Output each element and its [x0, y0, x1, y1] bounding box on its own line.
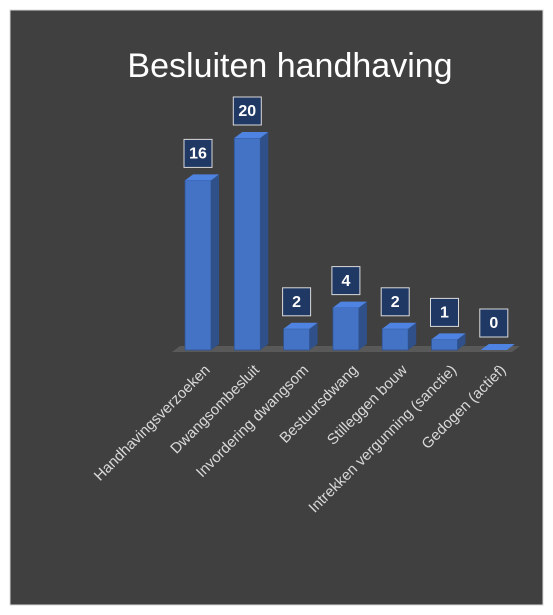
data-label-box: [430, 297, 459, 327]
data-label-box: [183, 138, 213, 168]
data-label: 2: [292, 294, 301, 311]
bar-top: [234, 132, 269, 138]
bar: [480, 344, 515, 350]
data-label: 0: [489, 315, 498, 332]
bar: [283, 322, 318, 351]
data-label-box: [282, 287, 312, 317]
bar-side: [211, 174, 219, 350]
data-label-box: [331, 266, 361, 296]
bar-top: [480, 344, 515, 350]
data-label: 16: [189, 146, 207, 163]
bar: [381, 322, 417, 351]
bar-front: [431, 338, 458, 351]
bar: [332, 301, 367, 351]
bar-side: [358, 301, 367, 350]
bar-side: [309, 322, 318, 350]
data-label-box: [232, 96, 262, 126]
bar-front: [381, 328, 409, 351]
data-label-box: [479, 308, 509, 338]
bar-top: [185, 174, 219, 181]
bar-top: [431, 333, 466, 340]
chart-title: Besluiten handhaving: [127, 47, 452, 85]
bar: [431, 333, 466, 351]
bar-top: [382, 322, 417, 329]
data-label: 1: [440, 305, 449, 322]
data-label: 4: [341, 273, 350, 290]
chart-background: [9, 9, 544, 606]
bar-side: [457, 333, 466, 350]
bar-top: [283, 322, 318, 329]
bar-top: [332, 301, 367, 308]
data-label: 2: [391, 294, 400, 311]
bar: [184, 174, 219, 351]
bar-front: [332, 307, 360, 351]
bar-front: [233, 137, 261, 351]
bar-front: [184, 179, 212, 351]
bar-side: [260, 132, 269, 350]
bar: [233, 132, 269, 351]
bar-front: [283, 328, 311, 351]
data-label-box: [380, 287, 410, 317]
data-label: 20: [238, 103, 256, 120]
bar-side: [408, 322, 417, 350]
